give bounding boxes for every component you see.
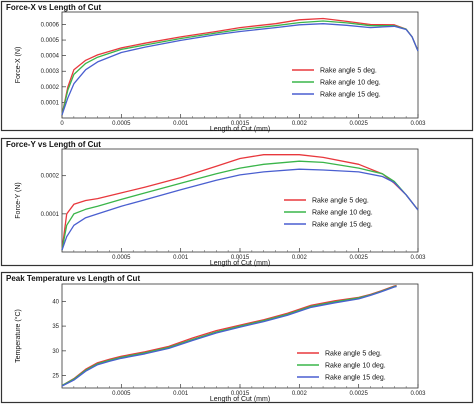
- chart-title: Peak Temperature vs Length of Cut: [6, 274, 140, 283]
- x-tick-label: 0.0015: [231, 121, 250, 127]
- y-axis-label: Force-X (N): [15, 47, 22, 84]
- legend-label-3: Rake angle 15 deg.: [325, 375, 386, 382]
- panel-frame: [0, 271, 474, 404]
- x-tick-label: 0.002: [292, 121, 308, 127]
- chart-title: Force-X vs Length of Cut: [6, 3, 101, 12]
- x-tick-label: 0: [60, 121, 64, 127]
- x-tick-label: 0.003: [410, 391, 426, 397]
- y-tick-label: 0.0005: [41, 38, 60, 44]
- y-axis-label: Temperature (°C): [14, 309, 22, 363]
- x-tick-label: 0.0015: [231, 255, 250, 261]
- legend-label-2: Rake angle 10 deg.: [325, 363, 386, 370]
- y-tick-label: 0.0006: [41, 22, 60, 28]
- x-axis-label: Length of Cut (mm): [210, 396, 270, 403]
- y-tick-label: 0.0001: [41, 212, 60, 218]
- y-tick-label: 0.0002: [41, 174, 60, 180]
- legend-label-3: Rake angle 15 deg.: [312, 222, 373, 229]
- chart-panel-2: Force-Y vs Length of Cut 0.0005 0.001 0.001…: [0, 137, 474, 267]
- chart-panel-1: Force-X vs Length of Cut 0 0.0005 0.001 0.00…: [0, 0, 474, 133]
- x-axis-label: Length of Cut (mm): [210, 260, 270, 267]
- panel-frame: [0, 0, 474, 132]
- y-tick-label: 0.0004: [41, 54, 60, 60]
- legend-label-2: Rake angle 10 deg.: [320, 80, 381, 87]
- y-tick-label: 30: [52, 349, 59, 355]
- series-line-3: [61, 285, 397, 387]
- legend-label-3: Rake angle 15 deg.: [320, 92, 381, 99]
- chart-title: Force-Y vs Length of Cut: [6, 140, 101, 149]
- x-tick-label: 0.001: [173, 121, 189, 127]
- y-axis-label: Force-Y (N): [15, 182, 22, 218]
- x-tick-label: 0.002: [292, 255, 308, 261]
- x-tick-label: 0.001: [173, 255, 189, 261]
- series-line-3: [61, 168, 419, 251]
- legend-label-1: Rake angle 5 deg.: [325, 351, 382, 358]
- x-tick-label: 0.0005: [112, 255, 131, 261]
- y-tick-label: 35: [52, 324, 59, 330]
- series-line-1: [61, 17, 419, 116]
- x-tick-label: 0.001: [173, 391, 189, 397]
- x-tick-label: 0.0025: [349, 255, 368, 261]
- x-tick-label: 0.003: [410, 121, 426, 127]
- x-tick-label: 0.0005: [112, 391, 131, 397]
- legend-label-2: Rake angle 10 deg.: [312, 210, 373, 217]
- legend-label-1: Rake angle 5 deg.: [320, 68, 377, 75]
- y-tick-label: 25: [52, 374, 59, 380]
- y-tick-label: 0.0003: [41, 69, 60, 75]
- y-tick-label: 40: [52, 299, 59, 305]
- x-axis-label: Length of Cut (mm): [210, 126, 270, 133]
- panel-frame: [0, 137, 474, 267]
- x-tick-label: 0.0005: [112, 121, 131, 127]
- y-tick-label: 0.0002: [41, 85, 60, 91]
- legend-label-1: Rake angle 5 deg.: [312, 198, 369, 205]
- x-tick-label: 0.002: [292, 391, 308, 397]
- x-tick-label: 0.0025: [349, 121, 368, 127]
- x-tick-label: 0.0025: [349, 391, 368, 397]
- series-line-3: [61, 23, 419, 116]
- y-tick-label: 0.0001: [41, 100, 60, 106]
- series-line-2: [61, 160, 419, 251]
- x-tick-label: 0.003: [410, 255, 426, 261]
- chart-panel-3: Peak Temperature vs Length of Cut 0.0005 0…: [0, 271, 474, 404]
- x-tick-label: 0.0015: [231, 391, 250, 397]
